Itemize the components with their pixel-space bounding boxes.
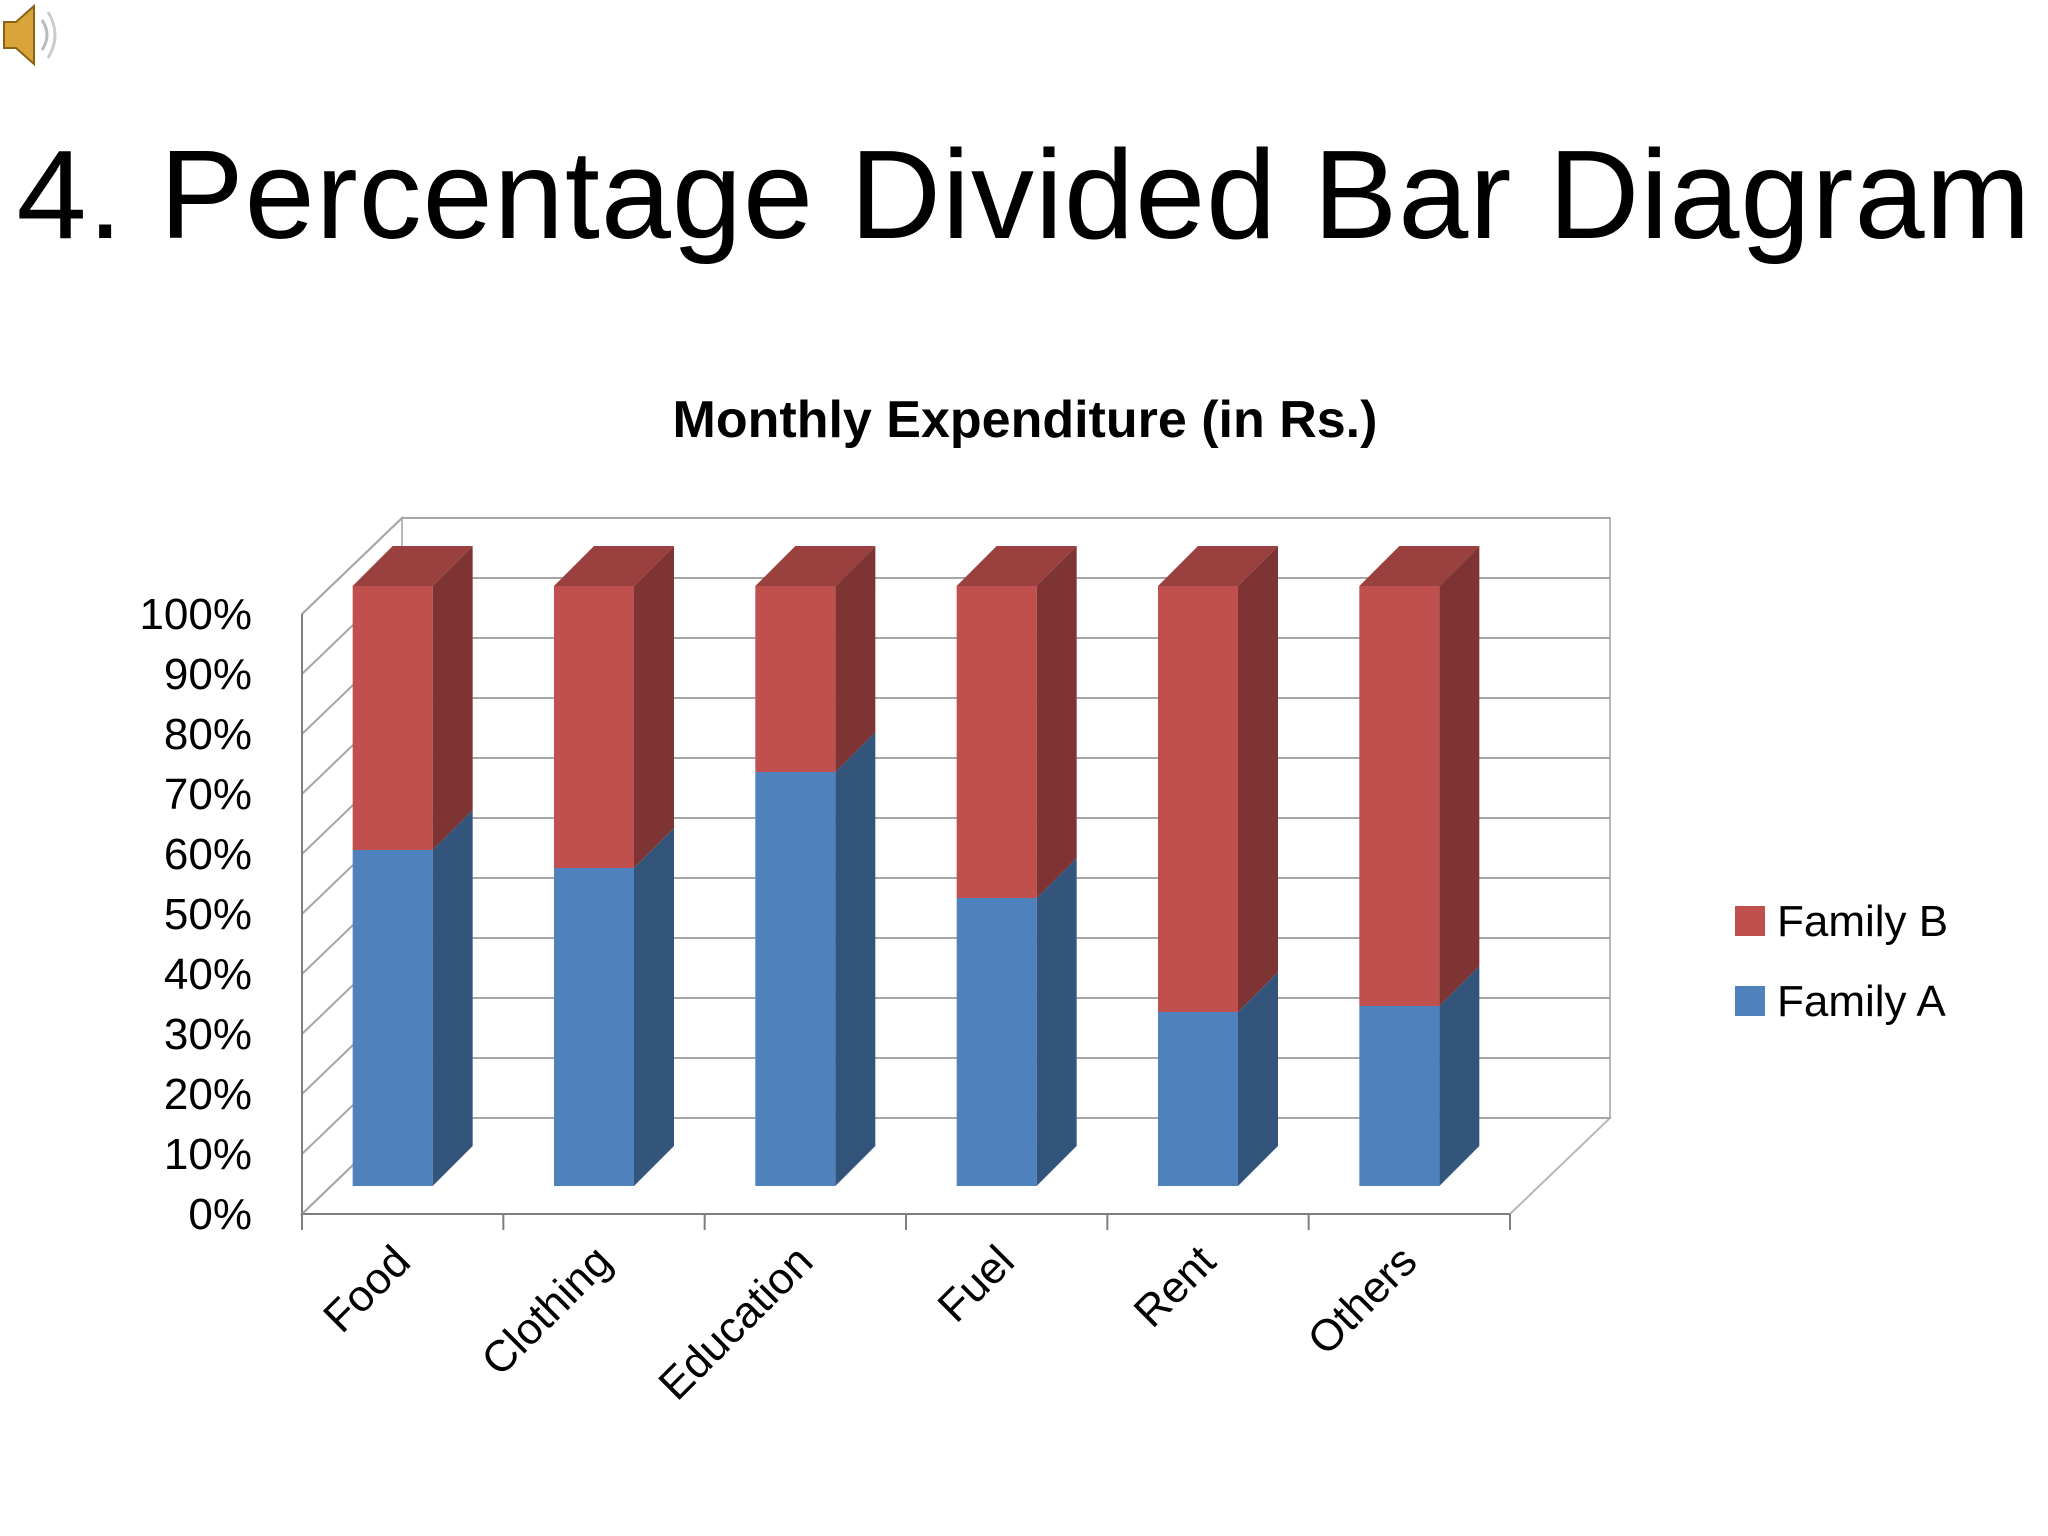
chart-title: Monthly Expenditure (in Rs.): [673, 391, 1378, 449]
bar-food-family-b-side: [432, 546, 473, 850]
y-tick-label: 40%: [164, 950, 252, 999]
x-tick-label: Rent: [1125, 1236, 1225, 1336]
bar-education-family-b-top: [755, 546, 876, 586]
bar-clothing-family-a: [554, 868, 634, 1186]
x-tick-label: Education: [649, 1236, 822, 1409]
bar-clothing-family-b-side: [634, 546, 674, 868]
bar-food-family-a-side: [432, 810, 473, 1186]
y-tick-label: 0%: [188, 1190, 252, 1239]
y-tick-label: 90%: [164, 650, 252, 699]
y-tick-label: 60%: [164, 830, 252, 879]
bar-food-family-b-top: [352, 546, 473, 586]
y-tick-label: 50%: [164, 890, 252, 939]
slide-title: 4. Percentage Divided Bar Diagram: [16, 124, 2032, 265]
speaker-icon[interactable]: [0, 0, 70, 70]
bar-food-family-b: [352, 586, 433, 850]
bar-rent-family-b: [1158, 586, 1238, 1012]
bar-fuel-family-b: [956, 586, 1037, 898]
bar-group-fuel: [956, 546, 1077, 1186]
bar-group-others: [1359, 546, 1480, 1186]
bar-fuel-family-a: [956, 898, 1037, 1186]
bar-group-food: [352, 546, 473, 1186]
bar-others-family-b-side: [1439, 546, 1480, 1006]
bar-others-family-b: [1359, 586, 1440, 1006]
y-tick-label: 100%: [139, 590, 252, 639]
legend-swatch: [1735, 986, 1765, 1016]
bar-group-rent: [1158, 546, 1278, 1186]
legend-label: Family B: [1777, 897, 1948, 946]
legend-label: Family A: [1777, 977, 1946, 1026]
bar-group-education: [755, 546, 876, 1186]
bar-rent-family-b-side: [1238, 546, 1278, 1012]
x-tick-label: Fuel: [929, 1236, 1024, 1331]
x-tick-label: Clothing: [472, 1236, 621, 1385]
bar-clothing-family-b-top: [554, 546, 674, 586]
bar-group-clothing: [554, 546, 674, 1186]
legend-swatch: [1735, 906, 1765, 936]
y-tick-label: 30%: [164, 1010, 252, 1059]
bar-clothing-family-a-side: [634, 828, 674, 1186]
y-tick-label: 20%: [164, 1070, 252, 1119]
y-tick-label: 70%: [164, 770, 252, 819]
x-tick-label: Food: [314, 1236, 420, 1342]
bar-food-family-a: [352, 850, 433, 1186]
bar-fuel-family-b-top: [956, 546, 1077, 586]
y-tick-label: 80%: [164, 710, 252, 759]
bar-series: [352, 546, 1480, 1186]
bar-rent-family-b-top: [1158, 546, 1278, 586]
bar-education-family-b-side: [835, 546, 876, 772]
bar-rent-family-a: [1158, 1012, 1238, 1186]
y-tick-label: 10%: [164, 1130, 252, 1179]
bar-education-family-a-side: [835, 732, 876, 1186]
bar-education-family-b: [755, 586, 836, 772]
bar-others-family-a-side: [1439, 966, 1480, 1186]
legend: Family B Family A: [1735, 897, 1948, 1026]
bar-rent-family-a-side: [1238, 972, 1278, 1186]
x-tick-label: Others: [1298, 1236, 1426, 1364]
bar-others-family-b-top: [1359, 546, 1480, 586]
bar-education-family-a: [755, 772, 836, 1186]
x-axis: Food Clothing Education Fuel Rent Others: [301, 1213, 1511, 1409]
gridline: [301, 517, 1610, 615]
bar-fuel-family-a-side: [1036, 858, 1077, 1186]
y-axis: 0% 10% 20% 30% 40% 50% 60% 70% 80% 90% 100%: [139, 590, 303, 1239]
bar-fuel-family-b-side: [1036, 546, 1077, 898]
bar-others-family-a: [1359, 1006, 1440, 1186]
bar-clothing-family-b: [554, 586, 634, 868]
